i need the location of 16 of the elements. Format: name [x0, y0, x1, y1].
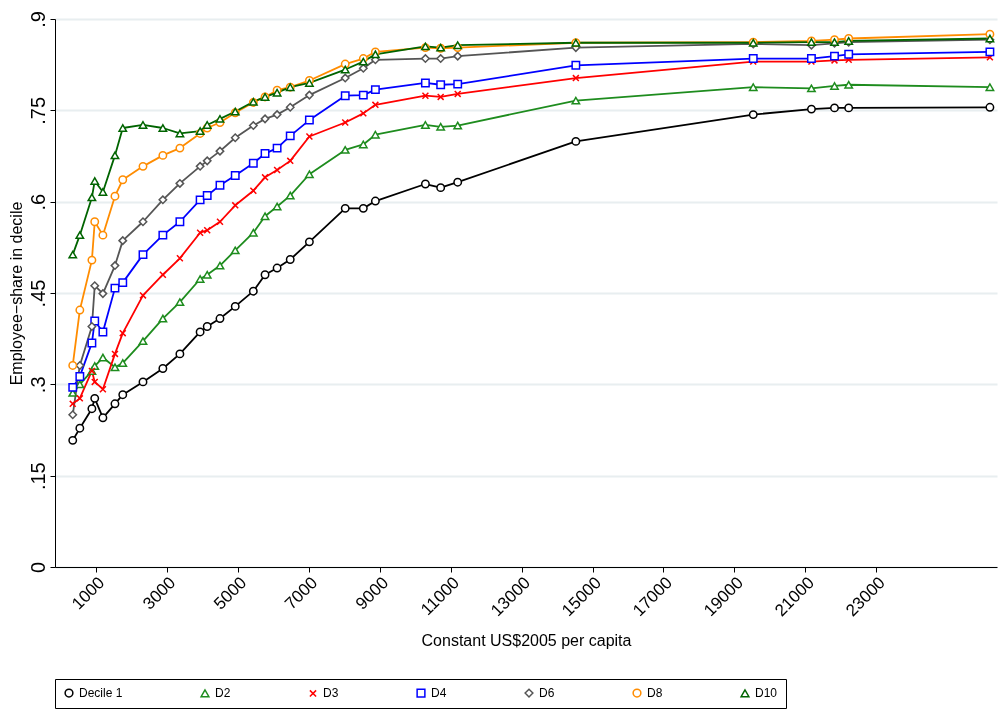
legend-label: D8	[647, 686, 663, 701]
x-axis-title: Constant US$2005 per capita	[421, 632, 632, 650]
legend-label: Decile 1	[79, 686, 123, 701]
legend-label: D3	[323, 686, 339, 701]
legend-label: D6	[539, 686, 555, 701]
y-tick-label: .75	[26, 96, 49, 125]
legend-label: D10	[755, 686, 778, 701]
legend-label: D2	[215, 686, 231, 701]
y-tick-label: 0	[26, 561, 49, 574]
y-axis-title: Employee−share in decile	[7, 201, 25, 386]
y-tick-label: .3	[26, 376, 49, 394]
y-tick-label: .9	[26, 11, 49, 28]
y-tick-label: .6	[26, 193, 49, 211]
y-tick-label: .15	[26, 462, 49, 491]
legend-label: D4	[431, 686, 447, 701]
y-tick-label: .45	[26, 279, 49, 308]
